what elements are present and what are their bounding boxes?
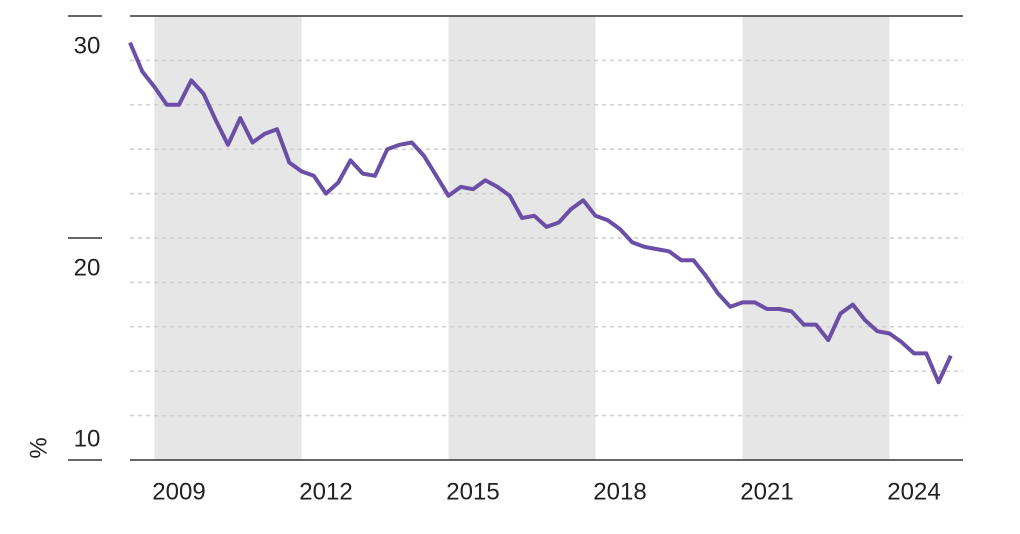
y-tick-label: 10 — [74, 425, 101, 452]
shaded-period — [742, 16, 890, 460]
x-tick-label: 2015 — [446, 478, 499, 505]
y-tick-label: 30 — [74, 32, 101, 59]
x-tick-label: 2021 — [740, 478, 793, 505]
grid — [68, 15, 963, 461]
y-tick-label: 20 — [74, 254, 101, 281]
x-tick-label: 2024 — [887, 478, 940, 505]
x-tick-label: 2012 — [299, 478, 352, 505]
marks — [128, 41, 953, 385]
x-tick-label: 2018 — [593, 478, 646, 505]
y-axis-label: % — [25, 437, 52, 458]
x-tick-label: 2009 — [152, 478, 205, 505]
line — [128, 41, 953, 385]
